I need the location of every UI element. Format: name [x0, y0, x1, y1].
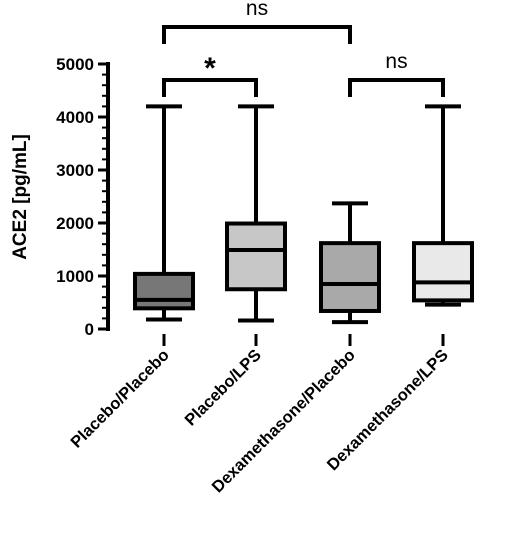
box-series: [133, 104, 474, 325]
y-tick-label: 5000: [56, 55, 94, 74]
y-tick-label: 1000: [56, 267, 94, 286]
iqr-box: [225, 221, 287, 292]
box-2: [225, 104, 287, 323]
x-category-label: Placebo/LPS: [181, 346, 264, 429]
significance-bracket: ns: [162, 0, 352, 44]
significance-label: ns: [246, 0, 268, 20]
y-axis-label: ACE2 [pg/mL]: [10, 134, 31, 260]
box-4: [412, 104, 474, 307]
bracket-line: [348, 78, 445, 97]
significance-label: *: [204, 52, 216, 85]
significance-label: ns: [385, 50, 407, 73]
x-category-label: Placebo/Placebo: [67, 346, 172, 451]
y-tick-label: 3000: [56, 161, 94, 180]
box-1: [133, 104, 195, 322]
significance-bracket: ns: [348, 50, 445, 97]
iqr-box: [133, 271, 195, 311]
y-tick-label: 0: [85, 320, 94, 339]
significance-bracket: *: [162, 52, 258, 97]
y-tick-label: 2000: [56, 214, 94, 233]
iqr-box: [412, 241, 474, 303]
box-3: [319, 201, 381, 325]
bracket-line: [162, 25, 352, 44]
y-tick-label: 4000: [56, 108, 94, 127]
iqr-box: [319, 241, 381, 313]
bracket-line: [162, 78, 258, 97]
significance-brackets: ns * ns: [162, 0, 445, 97]
